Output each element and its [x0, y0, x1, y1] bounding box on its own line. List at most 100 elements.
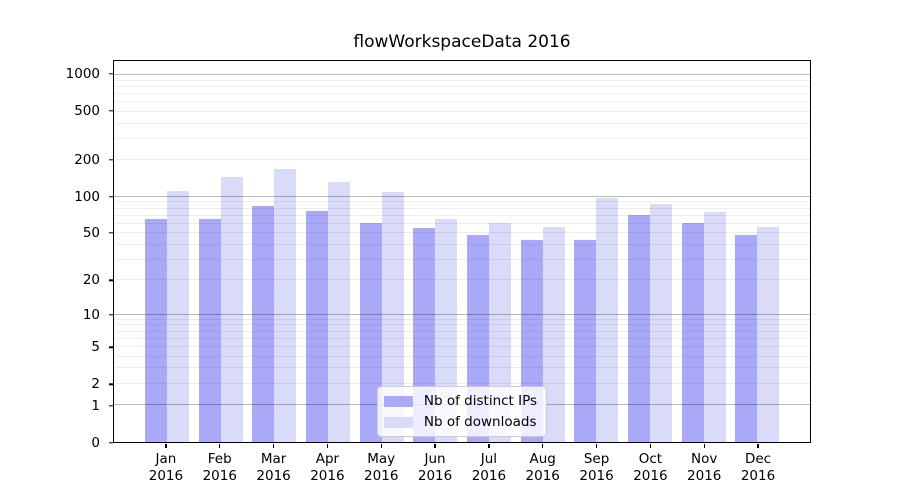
- bar-group-nov: [677, 61, 731, 442]
- gridline-minor-30: [114, 258, 810, 260]
- x-tick-label-year: 2016: [579, 468, 614, 484]
- gridline-minor-80: [114, 207, 810, 209]
- x-tick-label-month: Nov: [691, 451, 718, 467]
- x-tick-mark: [703, 444, 705, 448]
- y-tick-mark: [109, 110, 113, 112]
- gridline-minor-6: [114, 337, 810, 339]
- y-tick-mark: [109, 232, 113, 234]
- x-tick-label-year: 2016: [256, 468, 291, 484]
- gridline-minor-8: [114, 324, 810, 326]
- x-tick-mark: [595, 444, 598, 448]
- bar-group-may: [355, 61, 409, 442]
- y-axis: 1000 500 200 100 50 20 10 5 2 1 0: [0, 60, 113, 451]
- x-tick-mark: [219, 444, 221, 448]
- x-tick-label-year: 2016: [525, 468, 560, 484]
- bar-dec-nb-of-downloads: [757, 227, 780, 442]
- x-tick-oct: Oct 2016: [623, 444, 677, 494]
- y-tick-mark: [109, 346, 113, 348]
- y-tick-mark: [109, 73, 113, 75]
- bar-mar-nb-of-distinct-ips: [252, 205, 275, 442]
- bar-dec-nb-of-distinct-ips: [735, 235, 758, 442]
- x-tick-mar: Mar 2016: [247, 444, 301, 494]
- y-tick-label-20: 20: [82, 272, 100, 289]
- y-tick-mark: [109, 314, 113, 316]
- x-tick-sep: Sep 2016: [570, 444, 624, 494]
- bar-feb-nb-of-distinct-ips: [198, 218, 221, 442]
- gridline-minor-50: [114, 232, 810, 234]
- bar-group-dec: [730, 61, 784, 442]
- bar-group-aug: [516, 61, 570, 442]
- y-tick-mark: [109, 442, 113, 444]
- x-tick-label-month: Jan: [155, 451, 177, 467]
- x-tick-jan: Jan 2016: [139, 444, 193, 494]
- legend-swatch-downloads: [383, 416, 413, 428]
- legend-label-downloads: Nb of downloads: [423, 414, 537, 430]
- x-tick-label-year: 2016: [310, 468, 345, 484]
- x-tick-jul: Jul 2016: [462, 444, 516, 494]
- gridline-minor-60: [114, 222, 810, 224]
- gridline-major-10: [114, 313, 810, 315]
- legend-swatch-distinct-ips: [383, 395, 413, 407]
- bar-group-jan: [140, 61, 194, 442]
- bar-sep-nb-of-distinct-ips: [574, 239, 597, 442]
- x-tick-mark: [326, 444, 329, 448]
- x-tick-label-month: Sep: [583, 451, 610, 467]
- gridline-minor-800: [114, 85, 810, 87]
- y-tick-label-2: 2: [91, 376, 100, 393]
- x-tick-mark: [434, 444, 436, 448]
- legend-row-downloads: Nb of downloads: [383, 414, 537, 430]
- bar-may-nb-of-downloads: [381, 191, 404, 442]
- gridline-major-1000: [114, 73, 810, 75]
- x-tick-mark: [380, 444, 382, 448]
- y-tick-label-500: 500: [74, 102, 100, 119]
- gridline-minor-9: [114, 318, 810, 320]
- bar-sep-nb-of-downloads: [596, 197, 619, 442]
- x-tick-label-year: 2016: [471, 468, 507, 484]
- gridline-minor-500: [114, 110, 810, 112]
- x-tick-label-month: Mar: [260, 451, 287, 467]
- x-tick-label-year: 2016: [364, 468, 399, 484]
- x-tick-label-year: 2016: [202, 468, 237, 484]
- bar-group-sep: [569, 61, 623, 442]
- x-tick-label-month: Oct: [638, 451, 663, 467]
- x-tick-may: May 2016: [354, 444, 408, 494]
- bar-mar-nb-of-downloads: [274, 168, 297, 442]
- bar-feb-nb-of-downloads: [220, 176, 243, 442]
- x-tick-dec: Dec 2016: [731, 444, 785, 494]
- x-tick-label-month: Feb: [207, 451, 232, 467]
- x-tick-label-month: Apr: [315, 451, 340, 467]
- bar-group-oct: [623, 61, 677, 442]
- bar-apr-nb-of-distinct-ips: [305, 210, 328, 442]
- gridline-minor-900: [114, 79, 810, 81]
- y-tick-label-1: 1: [91, 397, 100, 414]
- x-tick-mark: [488, 444, 490, 448]
- x-tick-label-year: 2016: [740, 468, 776, 484]
- x-tick-aug: Aug 2016: [516, 444, 570, 494]
- y-tick-mark: [109, 405, 113, 407]
- gridline-minor-5: [114, 345, 810, 347]
- gridline-minor-700: [114, 92, 810, 94]
- gridline-minor-3: [114, 367, 810, 369]
- chart-title: flowWorkspaceData 2016: [353, 32, 571, 52]
- y-tick-mark: [109, 383, 113, 386]
- y-tick-label-100: 100: [74, 188, 100, 205]
- gridline-minor-4: [114, 355, 810, 357]
- gridline-minor-600: [114, 101, 810, 103]
- x-tick-label-month: Jul: [480, 451, 498, 467]
- y-tick-label-200: 200: [74, 151, 100, 168]
- bar-apr-nb-of-downloads: [327, 181, 350, 442]
- x-tick-feb: Feb 2016: [193, 444, 247, 494]
- y-tick-label-50: 50: [82, 224, 100, 241]
- x-tick-mark: [165, 444, 167, 448]
- bar-group-jul: [462, 61, 516, 442]
- x-tick-mark: [272, 444, 275, 448]
- x-tick-apr: Apr 2016: [300, 444, 354, 494]
- x-tick-label-year: 2016: [148, 468, 184, 484]
- x-tick-mark: [542, 444, 544, 448]
- y-tick-label-10: 10: [82, 306, 100, 323]
- gridline-minor-70: [114, 214, 810, 216]
- x-tick-nov: Nov 2016: [677, 444, 731, 494]
- gridline-minor-400: [114, 122, 810, 124]
- y-tick-mark: [109, 195, 113, 198]
